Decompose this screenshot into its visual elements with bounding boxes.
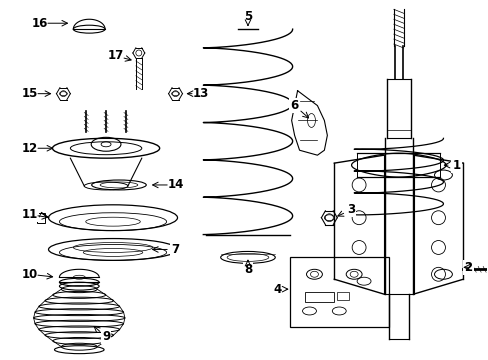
Text: 14: 14 xyxy=(167,179,183,192)
Text: 6: 6 xyxy=(290,99,298,112)
Bar xyxy=(289,257,388,327)
Bar xyxy=(304,292,334,302)
Text: 2: 2 xyxy=(463,261,471,274)
Bar xyxy=(37,213,44,223)
Text: 1: 1 xyxy=(451,159,460,172)
Text: 3: 3 xyxy=(346,203,354,216)
Text: 9: 9 xyxy=(102,330,110,343)
Text: 17: 17 xyxy=(108,49,124,63)
Text: 8: 8 xyxy=(244,263,252,276)
Text: 5: 5 xyxy=(244,10,252,23)
Text: 13: 13 xyxy=(192,87,208,100)
Text: 11: 11 xyxy=(21,208,38,221)
Text: 12: 12 xyxy=(21,142,38,155)
Text: 4: 4 xyxy=(273,283,281,296)
Text: 16: 16 xyxy=(31,17,48,30)
Text: 15: 15 xyxy=(21,87,38,100)
Text: 10: 10 xyxy=(21,268,38,281)
Bar xyxy=(337,292,348,300)
Text: 7: 7 xyxy=(171,243,179,256)
